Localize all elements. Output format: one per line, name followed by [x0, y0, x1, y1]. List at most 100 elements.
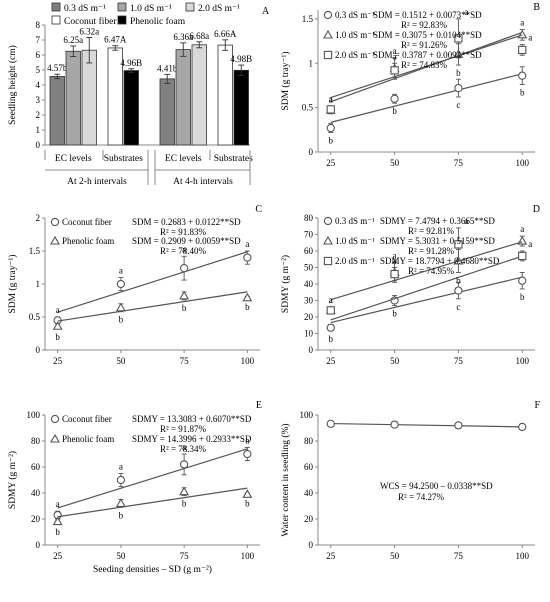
y-tick-label: 8	[36, 20, 41, 30]
y-tick-label: 10	[304, 329, 314, 339]
legend-label: 1.0 dS m⁻¹	[335, 30, 375, 40]
equation: SDMY = 13.3083 + 0.6070**SD	[132, 414, 252, 424]
legend-label: Phenolic foam	[62, 434, 114, 444]
r-squared: R² = 92.83%	[401, 20, 448, 30]
data-point	[518, 45, 527, 55]
equation: SDM = 0.3787 + 0.0094**SD	[373, 50, 482, 60]
data-point	[179, 460, 189, 469]
y-tick-label: 70	[304, 230, 314, 240]
bar-value-label: 6.25a	[63, 35, 83, 45]
y-tick-label: 0	[36, 540, 41, 550]
significance-letter: b	[520, 292, 525, 302]
panel-letter-e: E	[256, 400, 262, 411]
legend-marker	[50, 235, 60, 245]
significance-letter: a	[393, 46, 397, 56]
panel-e: 0 20 40 60 80 100 SDMY (g m⁻²) E 25 50 75 100 Seedin…	[7, 400, 262, 575]
bar-value-label: 6.66A	[214, 29, 237, 39]
legend-label: Phenolic foam	[62, 236, 114, 246]
r-squared: R² = 74.27%	[398, 492, 445, 502]
y-tick-label: 20	[304, 312, 314, 322]
data-point	[326, 123, 335, 133]
y-tick-label: 0	[309, 147, 314, 157]
data-point	[454, 34, 463, 43]
panel-letter-c: C	[255, 204, 262, 215]
trend-line	[57, 448, 248, 509]
legend-marker	[50, 433, 60, 443]
y-tick-label: 50	[304, 263, 314, 273]
legend-label: Phenolic foam	[130, 16, 186, 27]
x-tick-label: 75	[454, 158, 464, 168]
x-tick-label: 100	[241, 551, 255, 561]
y-tick-label: 80	[304, 213, 314, 223]
trend-line	[330, 34, 523, 99]
trend-line	[57, 291, 248, 322]
legend-label: Coconut fiber	[62, 414, 112, 424]
y-tick-label: 20	[304, 514, 314, 524]
equation: SDM = 0.3075 + 0.0104**SD	[373, 30, 482, 40]
trend-line	[330, 241, 523, 301]
data-point	[52, 516, 63, 526]
y-tick-label: 1	[309, 58, 314, 68]
y-tick-label: 6	[36, 50, 41, 60]
bar-value-label: 6.68a	[189, 31, 209, 41]
r-squared: R² = 91.26%	[401, 40, 448, 50]
bar-value-label: 4.41b	[157, 63, 178, 73]
data-point	[517, 29, 528, 39]
y-tick-label: 80	[31, 436, 41, 446]
x-tick-label: 25	[326, 158, 336, 168]
y-tick-label: 1.5	[302, 14, 314, 24]
significance-letter: a	[182, 244, 186, 254]
significance-letter: a	[520, 18, 524, 28]
r-squared: R² = 91.87%	[160, 424, 207, 434]
panel-f: 0 20 40 60 80 100 Water content in seedling (%…	[280, 400, 540, 561]
significance-letter: a	[329, 94, 333, 104]
y-tick-label: 20	[31, 514, 41, 524]
x-tick-label: 50	[390, 551, 400, 561]
x-tick-label: 50	[390, 356, 400, 366]
significance-letter: b	[392, 308, 397, 318]
y-axis-title: SDMY (g m⁻²)	[7, 451, 18, 509]
legend-label: 1.0 dS m⁻¹	[335, 236, 375, 246]
y-tick-label: 2	[36, 110, 41, 120]
significance-letter: b	[119, 315, 124, 325]
y-tick-label: 5	[36, 65, 41, 75]
data-point	[243, 449, 252, 459]
y-tick-label: 0.5	[302, 103, 314, 113]
data-point	[518, 251, 527, 261]
bar	[65, 50, 81, 146]
y-tick-label: 1	[36, 125, 41, 135]
x-tick-label: 100	[515, 158, 529, 168]
equation: SDMY = 5.3031 + 0.5159**SD	[380, 236, 495, 246]
y-tick-label: 80	[304, 436, 314, 446]
significance-letter: a	[464, 7, 468, 17]
data-point	[179, 264, 189, 273]
data-point	[326, 306, 335, 315]
y-tick-label: 4	[36, 80, 41, 90]
legend-label: Coconut fiber	[62, 217, 112, 227]
legend-label: 0.3 dS m⁻¹	[64, 4, 106, 14]
group-label: Substrates	[104, 154, 143, 164]
significance-letter: b	[182, 499, 187, 509]
interval-label: At 2-h intervals	[67, 177, 127, 187]
data-point	[115, 302, 126, 312]
significance-letter: a	[464, 216, 468, 226]
significance-letter: a	[56, 305, 60, 315]
legend-swatch	[51, 2, 61, 12]
data-point	[518, 422, 527, 432]
y-axis-title: SDM (g tray⁻¹)	[7, 254, 18, 313]
data-point	[242, 489, 253, 498]
equation: SDM = 0.2683 + 0.0122**SD	[132, 217, 241, 227]
trend-line	[330, 31, 523, 103]
panel-c: 0 0.5 1 1.5 2 SDM (g tray⁻¹) C 25 50 75 100 a a a a b b b…	[7, 204, 262, 366]
equation: SDM = 0.1512 + 0.0073**SD	[373, 10, 482, 20]
y-tick-label: 0	[309, 540, 314, 550]
significance-letter: b	[182, 303, 187, 313]
x-tick-label: 75	[454, 356, 464, 366]
bar	[123, 70, 139, 146]
legend-label: 2.0 dS m⁻¹	[335, 50, 375, 60]
y-axis-title: SDMY (g m⁻²)	[280, 255, 291, 313]
significance-letter: a	[520, 224, 524, 234]
y-tick-label: 60	[304, 246, 314, 256]
